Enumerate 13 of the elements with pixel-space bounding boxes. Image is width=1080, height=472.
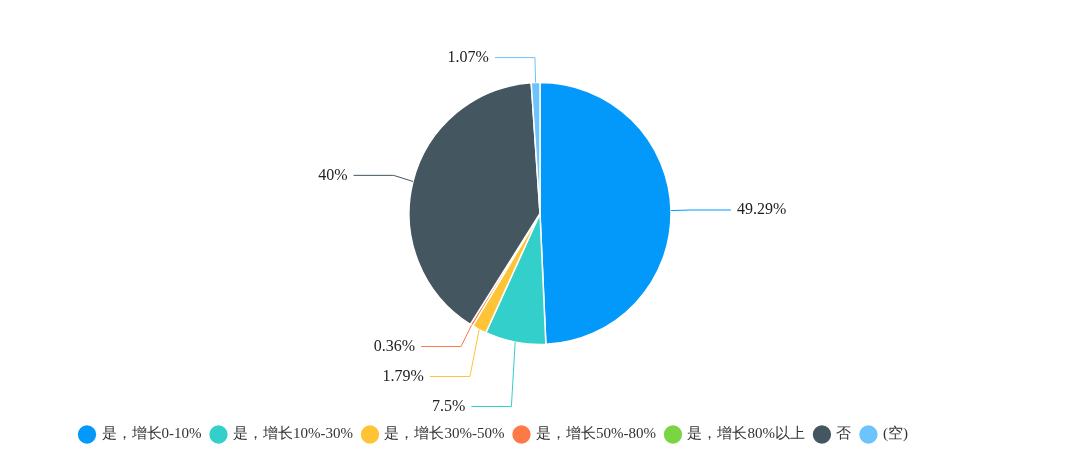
data-label: 49.29% xyxy=(736,200,787,218)
legend-label: 是，增长30%-50% xyxy=(384,425,505,442)
data-label: 0.36% xyxy=(373,336,416,354)
legend-label: 是，增长80%以上 xyxy=(687,425,805,442)
data-label: 1.07% xyxy=(447,47,489,65)
legend-label: 是，增长50%-80% xyxy=(535,425,656,442)
legend-label: 否 xyxy=(836,425,852,442)
legend-label: 是，增长10%-30% xyxy=(232,425,353,442)
legend-label: (空) xyxy=(882,425,908,443)
data-label: 1.79% xyxy=(382,366,424,384)
legend-label: 是，增长0-10% xyxy=(101,425,202,442)
data-label: 7.5% xyxy=(432,396,466,414)
data-label: 40% xyxy=(318,165,348,183)
